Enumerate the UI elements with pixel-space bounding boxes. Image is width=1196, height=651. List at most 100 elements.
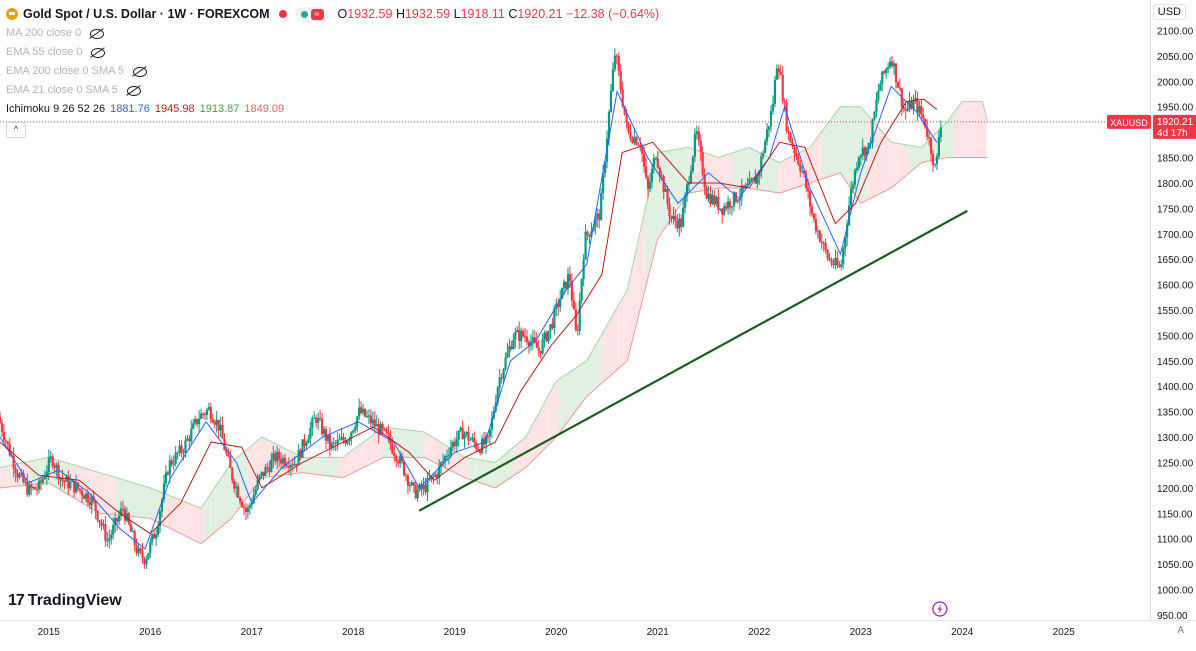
collapse-legend-button[interactable]: ^ bbox=[6, 122, 26, 138]
candle-body bbox=[898, 87, 901, 89]
ichimoku-cloud-segment bbox=[101, 473, 104, 514]
y-tick-label: 2100.00 bbox=[1157, 26, 1194, 37]
ichimoku-cloud-segment bbox=[651, 170, 654, 264]
ichimoku-cloud-segment bbox=[919, 147, 922, 165]
ichimoku-cloud-segment bbox=[531, 422, 534, 462]
candle-body bbox=[78, 488, 82, 491]
tradingview-logo[interactable]: 17 TradingView bbox=[8, 592, 122, 610]
y-tick-label: 1200.00 bbox=[1157, 484, 1194, 495]
y-tick-label: 1250.00 bbox=[1157, 458, 1194, 469]
indicator-ema55[interactable]: EMA 55 close 0 bbox=[6, 43, 659, 62]
candle-body bbox=[217, 419, 220, 431]
ichimoku-cloud-segment bbox=[537, 410, 540, 456]
ichimoku-cloud-segment bbox=[775, 160, 778, 193]
eye-off-icon[interactable] bbox=[90, 28, 105, 39]
y-tick-label: 1650.00 bbox=[1157, 255, 1194, 266]
ichimoku-cloud-segment bbox=[213, 486, 216, 534]
symbol-title[interactable]: Gold Spot / U.S. Dollar · 1W · FOREXCOM bbox=[23, 6, 270, 21]
ichimoku-cloud-segment bbox=[207, 496, 210, 539]
ichimoku-cloud-segment bbox=[253, 442, 256, 489]
ichimoku-cloud-segment bbox=[136, 483, 139, 518]
candle-body bbox=[851, 184, 855, 189]
candle-body bbox=[272, 453, 275, 460]
candle-body bbox=[771, 104, 775, 111]
eye-off-icon[interactable] bbox=[91, 47, 106, 58]
ichimoku-cloud-segment bbox=[812, 141, 815, 183]
eye-off-icon[interactable] bbox=[126, 85, 141, 96]
ichimoku-cloud-segment bbox=[639, 225, 642, 313]
candle-body bbox=[215, 419, 218, 425]
ichimoku-cloud-segment bbox=[960, 101, 963, 158]
ichimoku-cloud-segment bbox=[209, 492, 212, 537]
y-tick-label: 1800.00 bbox=[1157, 179, 1194, 190]
indicator-ichimoku[interactable]: Ichimoku 9 26 52 26 1881.76 1945.98 1913… bbox=[6, 100, 659, 119]
ichimoku-cloud-segment bbox=[369, 436, 372, 465]
candle-body bbox=[855, 167, 858, 171]
candle-body bbox=[740, 185, 743, 198]
ichimoku-cloud-segment bbox=[846, 106, 849, 185]
candle-body bbox=[814, 219, 818, 231]
ichimoku-cloud-segment bbox=[192, 504, 195, 541]
candle-body bbox=[80, 490, 84, 496]
currency-selector[interactable]: USD bbox=[1152, 4, 1186, 20]
candle-body bbox=[539, 350, 542, 354]
ichimoku-cloud-segment bbox=[347, 452, 350, 476]
ichimoku-cloud-segment bbox=[304, 457, 307, 474]
candle-body bbox=[391, 444, 394, 453]
candle-body bbox=[465, 431, 468, 435]
candle-body bbox=[652, 158, 655, 169]
indicator-ma200[interactable]: MA 200 close 0 bbox=[6, 24, 659, 43]
candle-body bbox=[728, 201, 732, 208]
auto-scale-button[interactable]: A bbox=[1177, 625, 1184, 636]
candle-body bbox=[931, 154, 935, 165]
ichimoku-cloud-segment bbox=[590, 350, 593, 393]
candle-body bbox=[563, 281, 566, 288]
ichimoku-cloud-segment bbox=[501, 455, 504, 484]
ichimoku-cloud-segment bbox=[560, 377, 563, 432]
ichimoku-cloud-segment bbox=[483, 460, 486, 485]
candle-body bbox=[334, 442, 337, 444]
ichimoku-cloud-segment bbox=[781, 160, 784, 193]
candle-body bbox=[90, 496, 93, 506]
candle-body bbox=[258, 475, 261, 480]
ichimoku-cloud-segment bbox=[619, 300, 622, 368]
candle-body bbox=[428, 478, 431, 480]
symbol-header[interactable]: Gold Spot / U.S. Dollar · 1W · FOREXCOM … bbox=[6, 4, 659, 24]
candle-body bbox=[238, 497, 242, 502]
data-status-pill[interactable]: ≈ bbox=[295, 6, 329, 22]
candle-body bbox=[457, 430, 460, 440]
candle-body bbox=[39, 480, 43, 483]
candle-body bbox=[514, 332, 517, 340]
candle-body bbox=[576, 329, 579, 331]
candle-body bbox=[623, 106, 626, 115]
ichimoku-cloud-segment bbox=[968, 101, 971, 158]
ichimoku-cloud-segment bbox=[897, 143, 900, 183]
candle-body bbox=[47, 457, 50, 473]
candle-body bbox=[516, 330, 519, 333]
indicator-ema21[interactable]: EMA 21 close 0 SMA 5 bbox=[6, 81, 659, 100]
ichimoku-cloud-segment bbox=[874, 123, 877, 197]
ichimoku-cloud-segment bbox=[203, 502, 206, 543]
ichimoku-cloud-segment bbox=[696, 150, 699, 192]
candle-body bbox=[890, 61, 894, 67]
ichimoku-cloud-segment bbox=[836, 109, 839, 175]
ichimoku-cloud-segment bbox=[186, 502, 189, 538]
candle-body bbox=[529, 341, 533, 346]
ichimoku-cloud-segment bbox=[824, 125, 827, 179]
ichimoku-cloud-segment bbox=[146, 486, 149, 519]
indicator-ema200[interactable]: EMA 200 close 0 SMA 5 bbox=[6, 62, 659, 81]
candle-body bbox=[787, 131, 790, 133]
candle-body bbox=[8, 443, 11, 456]
candle-body bbox=[586, 231, 589, 235]
candle-body bbox=[816, 230, 819, 232]
candle-body bbox=[754, 177, 757, 184]
ichimoku-cloud-segment bbox=[584, 360, 587, 400]
ichimoku-cloud-segment bbox=[728, 153, 731, 189]
candle-body bbox=[648, 181, 652, 190]
ohlc-high-value: 1932.59 bbox=[404, 6, 451, 21]
candle-body bbox=[361, 408, 365, 414]
eye-off-icon[interactable] bbox=[133, 66, 148, 77]
ichimoku-tenkan-line bbox=[0, 85, 938, 550]
candle-body bbox=[598, 213, 601, 221]
